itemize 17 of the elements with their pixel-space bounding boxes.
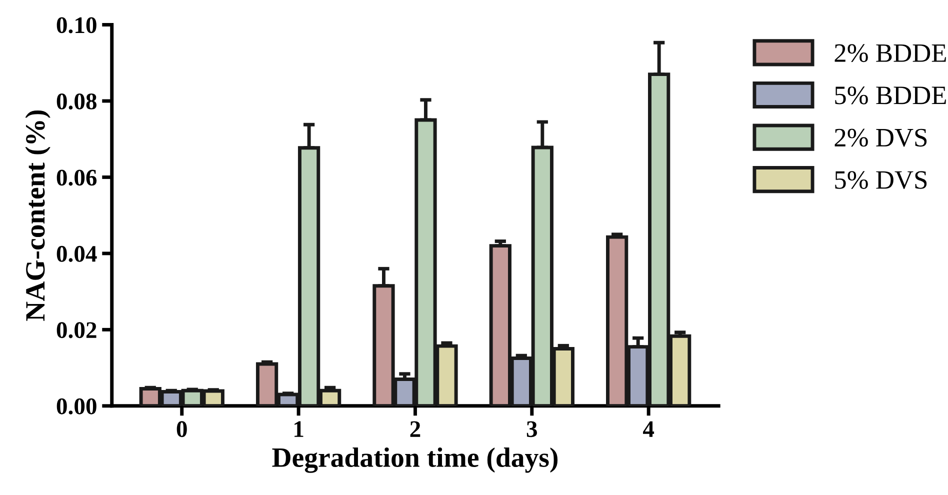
y-tick-label: 0.02 — [56, 322, 96, 338]
y-axis-title: NAG-content (%) — [25, 110, 50, 321]
legend-label: 5% DVS — [835, 171, 927, 190]
legend-label: 2% BDDE — [834, 44, 946, 62]
x-tick-label: 0 — [176, 421, 187, 438]
y-tick-label: 0.00 — [56, 398, 96, 414]
y-tick-label: 0.10 — [56, 17, 96, 34]
x-tick-label: 3 — [526, 421, 537, 438]
y-tick-label: 0.06 — [56, 170, 97, 186]
x-tick-label: 2 — [410, 421, 420, 437]
x-tick-label: 1 — [294, 421, 304, 437]
legend-label: 5% BDDE — [835, 86, 946, 104]
y-tick-label: 0.08 — [56, 93, 96, 110]
y-tick-label: 0.04 — [56, 246, 97, 262]
legend-label: 2% DVS — [834, 128, 927, 147]
x-axis-title: Degradation time (days) — [272, 447, 558, 473]
x-tick-label: 4 — [643, 421, 654, 437]
